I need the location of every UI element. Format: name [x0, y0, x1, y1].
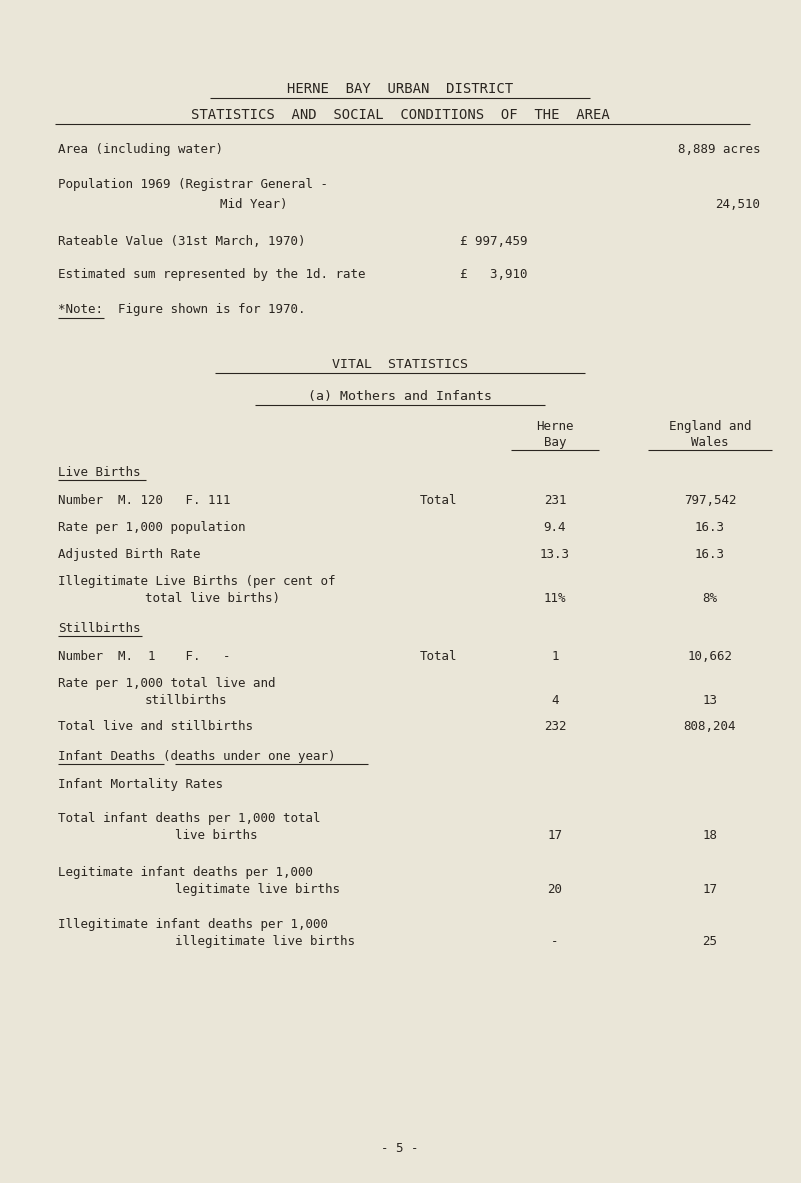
Text: Rate per 1,000 population: Rate per 1,000 population [58, 521, 245, 534]
Text: - 5 -: - 5 - [381, 1142, 419, 1155]
Text: live births: live births [175, 829, 257, 842]
Text: 231: 231 [544, 494, 566, 508]
Text: Total: Total [420, 494, 457, 508]
Text: 16.3: 16.3 [695, 548, 725, 561]
Text: Herne: Herne [536, 420, 574, 433]
Text: Infant Mortality Rates: Infant Mortality Rates [58, 778, 223, 791]
Text: 8,889 acres: 8,889 acres [678, 143, 760, 156]
Text: (a) Mothers and Infants: (a) Mothers and Infants [308, 390, 492, 403]
Text: 1: 1 [551, 649, 559, 662]
Text: Estimated sum represented by the 1d. rate: Estimated sum represented by the 1d. rat… [58, 269, 365, 282]
Text: Live Births: Live Births [58, 466, 140, 479]
Text: illegitimate live births: illegitimate live births [175, 935, 355, 948]
Text: £   3,910: £ 3,910 [460, 269, 528, 282]
Text: 8%: 8% [702, 592, 718, 605]
Text: *Note:  Figure shown is for 1970.: *Note: Figure shown is for 1970. [58, 303, 305, 316]
Text: Illegitimate infant deaths per 1,000: Illegitimate infant deaths per 1,000 [58, 918, 328, 931]
Text: 808,204: 808,204 [684, 720, 736, 733]
Text: 10,662: 10,662 [687, 649, 732, 662]
Text: 17: 17 [702, 883, 718, 896]
Text: Rate per 1,000 total live and: Rate per 1,000 total live and [58, 677, 276, 690]
Text: Wales: Wales [691, 437, 729, 450]
Text: £ 997,459: £ 997,459 [460, 235, 528, 248]
Text: Illegitimate Live Births (per cent of: Illegitimate Live Births (per cent of [58, 575, 336, 588]
Text: HERNE  BAY  URBAN  DISTRICT: HERNE BAY URBAN DISTRICT [287, 82, 513, 96]
Text: Mid Year): Mid Year) [220, 198, 288, 211]
Text: -: - [551, 935, 559, 948]
Text: Bay: Bay [544, 437, 566, 450]
Text: Total live and stillbirths: Total live and stillbirths [58, 720, 253, 733]
Text: 17: 17 [548, 829, 562, 842]
Text: 797,542: 797,542 [684, 494, 736, 508]
Text: Adjusted Birth Rate: Adjusted Birth Rate [58, 548, 200, 561]
Text: England and: England and [669, 420, 751, 433]
Text: 11%: 11% [544, 592, 566, 605]
Text: total live births): total live births) [145, 592, 280, 605]
Text: STATISTICS  AND  SOCIAL  CONDITIONS  OF  THE  AREA: STATISTICS AND SOCIAL CONDITIONS OF THE … [191, 108, 610, 122]
Text: 16.3: 16.3 [695, 521, 725, 534]
Text: 24,510: 24,510 [715, 198, 760, 211]
Text: Total infant deaths per 1,000 total: Total infant deaths per 1,000 total [58, 812, 320, 825]
Text: 9.4: 9.4 [544, 521, 566, 534]
Text: Infant Deaths (deaths under one year): Infant Deaths (deaths under one year) [58, 750, 336, 763]
Text: Population 1969 (Registrar General -: Population 1969 (Registrar General - [58, 177, 328, 190]
Text: 4: 4 [551, 694, 559, 707]
Text: Stillbirths: Stillbirths [58, 622, 140, 635]
Text: 20: 20 [548, 883, 562, 896]
Text: Legitimate infant deaths per 1,000: Legitimate infant deaths per 1,000 [58, 866, 313, 879]
Text: stillbirths: stillbirths [145, 694, 227, 707]
Text: legitimate live births: legitimate live births [175, 883, 340, 896]
Text: Number  M. 120   F. 111: Number M. 120 F. 111 [58, 494, 231, 508]
Text: Total: Total [420, 649, 457, 662]
Text: 13.3: 13.3 [540, 548, 570, 561]
Text: 232: 232 [544, 720, 566, 733]
Text: Rateable Value (31st March, 1970): Rateable Value (31st March, 1970) [58, 235, 305, 248]
Text: Number  M.  1    F.   -: Number M. 1 F. - [58, 649, 231, 662]
Text: 13: 13 [702, 694, 718, 707]
Text: 18: 18 [702, 829, 718, 842]
Text: VITAL  STATISTICS: VITAL STATISTICS [332, 358, 468, 371]
Text: 25: 25 [702, 935, 718, 948]
Text: Area (including water): Area (including water) [58, 143, 223, 156]
